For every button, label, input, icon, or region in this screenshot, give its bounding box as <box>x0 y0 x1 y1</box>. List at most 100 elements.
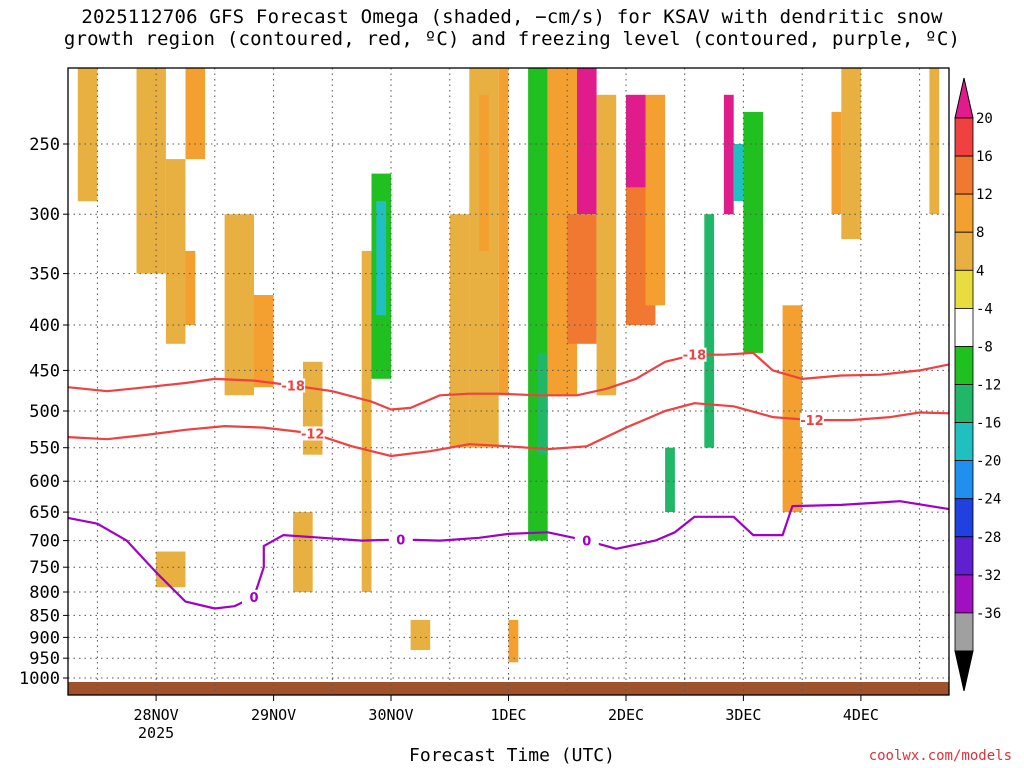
colorbar-tick-label: -4 <box>976 301 993 317</box>
omega-cell <box>185 68 206 160</box>
colorbar-bin <box>954 574 974 614</box>
y-tick-label: 950 <box>29 649 60 669</box>
colorbar-tick-label: -28 <box>976 530 1001 546</box>
y-tick-label: 650 <box>29 503 60 523</box>
colorbar-tick-label: -16 <box>976 416 1001 432</box>
colorbar-tick-label: -8 <box>976 339 993 355</box>
dendritic-contour-label-bg <box>300 426 325 441</box>
freezing-level-contour-label-bg <box>241 589 266 604</box>
y-tick-label: 300 <box>29 205 60 225</box>
omega-cell <box>293 512 313 593</box>
omega-cell <box>528 68 548 541</box>
omega-cell <box>254 295 274 388</box>
omega-cell <box>890 517 910 592</box>
y-tick-label: 450 <box>29 361 60 381</box>
colorbar-tick-label: -24 <box>976 492 1001 508</box>
omega-cell <box>498 68 509 396</box>
dendritic-contour-label-bg <box>682 347 707 362</box>
omega-cell <box>733 144 744 202</box>
omega-cell <box>626 94 646 188</box>
x-tick-label: 29NOV <box>251 706 296 724</box>
colorbar-bin <box>954 269 974 309</box>
colorbar-top-arrow <box>954 77 974 119</box>
dendritic-contour-label-bg <box>281 378 306 393</box>
omega-cell <box>577 68 597 215</box>
x-tick-label: 3DEC <box>725 706 761 724</box>
x-tick-label: 4DEC <box>843 706 879 724</box>
omega-cell <box>107 159 127 240</box>
omega-cell <box>929 68 940 215</box>
y-tick-label: 550 <box>29 439 60 459</box>
omega-cell <box>743 111 763 353</box>
omega-cell <box>68 352 78 455</box>
colorbar-tick-label: 4 <box>976 263 984 279</box>
x-tick-label: 2DEC <box>608 706 644 724</box>
omega-cell <box>596 94 617 396</box>
y-tick-label: 350 <box>29 265 60 285</box>
colorbar-bin <box>954 307 974 347</box>
omega-cell <box>645 94 666 306</box>
colorbar-bin <box>954 460 974 500</box>
colorbar-bin <box>954 384 974 423</box>
dendritic-contour-label-bg <box>799 413 824 428</box>
omega-cell <box>841 68 861 240</box>
y-tick-label: 750 <box>29 558 60 578</box>
freezing-level-contour-label: 0 <box>249 591 258 606</box>
omega-cell <box>479 94 489 251</box>
y-tick-label: 250 <box>29 135 60 155</box>
y-tick-label: 800 <box>29 583 60 603</box>
title-line-2: growth region (contoured, red, ºC) and f… <box>63 28 961 50</box>
y-tick-label: 600 <box>29 472 60 492</box>
colorbar-bin <box>954 345 974 385</box>
omega-cell <box>376 201 387 316</box>
dendritic-contour-label: -12 <box>301 427 325 442</box>
freezing-level-contour-label-bg <box>388 532 413 547</box>
freezing-level-contour-label: 0 <box>396 534 405 549</box>
x-axis-label: Forecast Time (UTC) <box>409 745 615 766</box>
colorbar-bin <box>954 155 974 195</box>
colorbar-tick-label: 16 <box>976 149 993 165</box>
colorbar-tick-label: 8 <box>976 225 984 241</box>
colorbar-bin <box>954 612 974 652</box>
x-tick-label: 1DEC <box>490 706 526 724</box>
omega-cell <box>449 214 470 448</box>
colorbar-tick-label: 12 <box>976 187 993 203</box>
omega-cell <box>537 352 548 455</box>
y-tick-label: 900 <box>29 628 60 648</box>
x-tick-label: 30NOV <box>368 706 413 724</box>
colorbar-tick-label: -12 <box>976 378 1001 394</box>
colorbar-bin <box>954 231 974 271</box>
omega-cell <box>156 551 186 588</box>
freezing-level-contour-label: 0 <box>582 535 591 550</box>
omega-cell <box>802 325 822 441</box>
y-tick-label: 850 <box>29 606 60 626</box>
omega-cell <box>508 619 519 663</box>
colorbar-tick-label: -36 <box>976 606 1001 622</box>
omega-cell <box>410 619 431 650</box>
colorbar-bin <box>954 536 974 576</box>
omega-cell <box>400 159 421 353</box>
y-tick-label: 500 <box>29 402 60 422</box>
omega-cell <box>342 447 362 552</box>
colorbar-bottom-arrow <box>954 650 974 692</box>
dendritic-contour-label: -18 <box>683 349 707 364</box>
omega-cell <box>165 159 186 344</box>
dendritic-contour-label: -12 <box>800 414 824 429</box>
omega-cell <box>77 68 98 202</box>
chart-title: 2025112706 GFS Forecast Omega (shaded, −… <box>0 6 1024 50</box>
omega-cell <box>831 111 842 215</box>
dendritic-contour-label: -18 <box>281 380 305 395</box>
omega-cell <box>508 187 529 494</box>
colorbar-bin <box>954 422 974 462</box>
omega-cell <box>185 250 196 325</box>
y-tick-label: 400 <box>29 316 60 336</box>
x-tick-sublabel: 2025 <box>138 724 174 742</box>
freezing-level-contour-label-bg <box>574 533 599 548</box>
source-credit: coolwx.com/models <box>868 748 1012 764</box>
colorbar-tick-label: -32 <box>976 568 1001 584</box>
surface-terrain <box>68 682 949 695</box>
y-tick-label: 700 <box>29 532 60 552</box>
colorbar-bin <box>954 498 974 538</box>
freezing-level-contour <box>67 500 950 610</box>
